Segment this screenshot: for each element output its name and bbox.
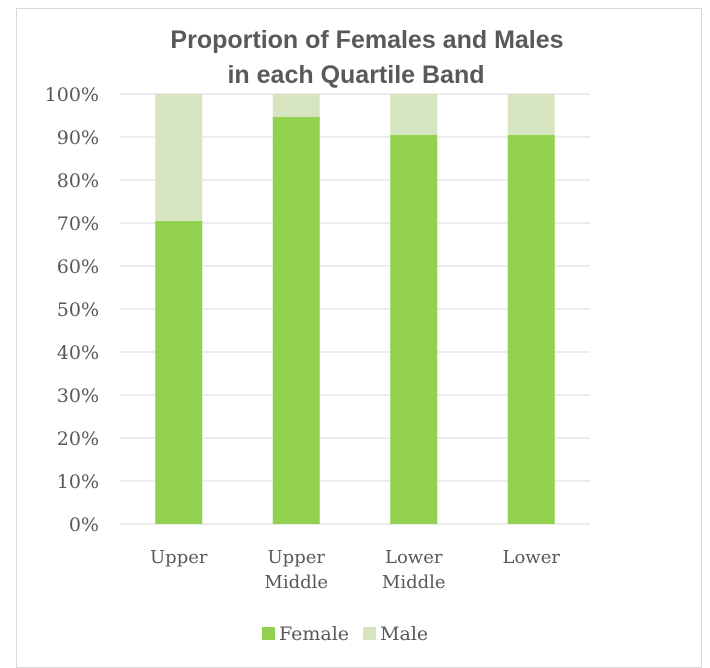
y-tick-label: 100%: [45, 84, 99, 106]
bar-male: [390, 94, 438, 135]
legend-swatch-female: [262, 627, 275, 640]
chart-frame: [16, 8, 702, 668]
y-tick-label: 20%: [57, 428, 99, 450]
bars: [155, 94, 555, 524]
x-axis-category-labels: Upper Upper Middle Lower Middle Lower: [150, 547, 560, 593]
x-category-label: Middle: [382, 572, 446, 593]
y-tick-label: 0%: [69, 514, 99, 536]
chart-title-line-1: Proportion of Females and Males: [170, 26, 563, 54]
y-tick-label: 80%: [57, 170, 99, 192]
x-category-label: Upper: [268, 547, 326, 568]
y-tick-label: 60%: [57, 256, 99, 278]
x-category-label: Middle: [264, 572, 328, 593]
bar-female: [272, 116, 320, 524]
y-tick-label: 90%: [57, 127, 99, 149]
bar-male: [155, 94, 203, 221]
bar-female: [507, 134, 555, 524]
y-tick-label: 40%: [57, 342, 99, 364]
legend: Female Male: [262, 623, 428, 645]
y-axis-tick-labels: 0% 10% 20% 30% 40% 50% 60% 70% 80% 90% 100%: [45, 84, 99, 536]
chart-title-line-2: in each Quartile Band: [227, 61, 484, 89]
x-category-label: Lower: [385, 547, 443, 568]
x-category-label: Lower: [503, 547, 561, 568]
y-tick-label: 10%: [57, 471, 99, 493]
chart-title: Proportion of Females and Males in each …: [170, 26, 563, 89]
y-tick-label: 50%: [57, 299, 99, 321]
legend-label-female: Female: [279, 623, 349, 645]
bar-male: [507, 94, 555, 135]
legend-swatch-male: [363, 627, 377, 640]
x-category-label: Upper: [150, 547, 208, 568]
y-tick-label: 70%: [57, 213, 99, 235]
legend-label-male: Male: [380, 623, 428, 645]
y-tick-label: 30%: [57, 385, 99, 407]
bar-male: [272, 94, 320, 117]
bar-female: [155, 220, 203, 524]
bar-female: [390, 134, 438, 524]
